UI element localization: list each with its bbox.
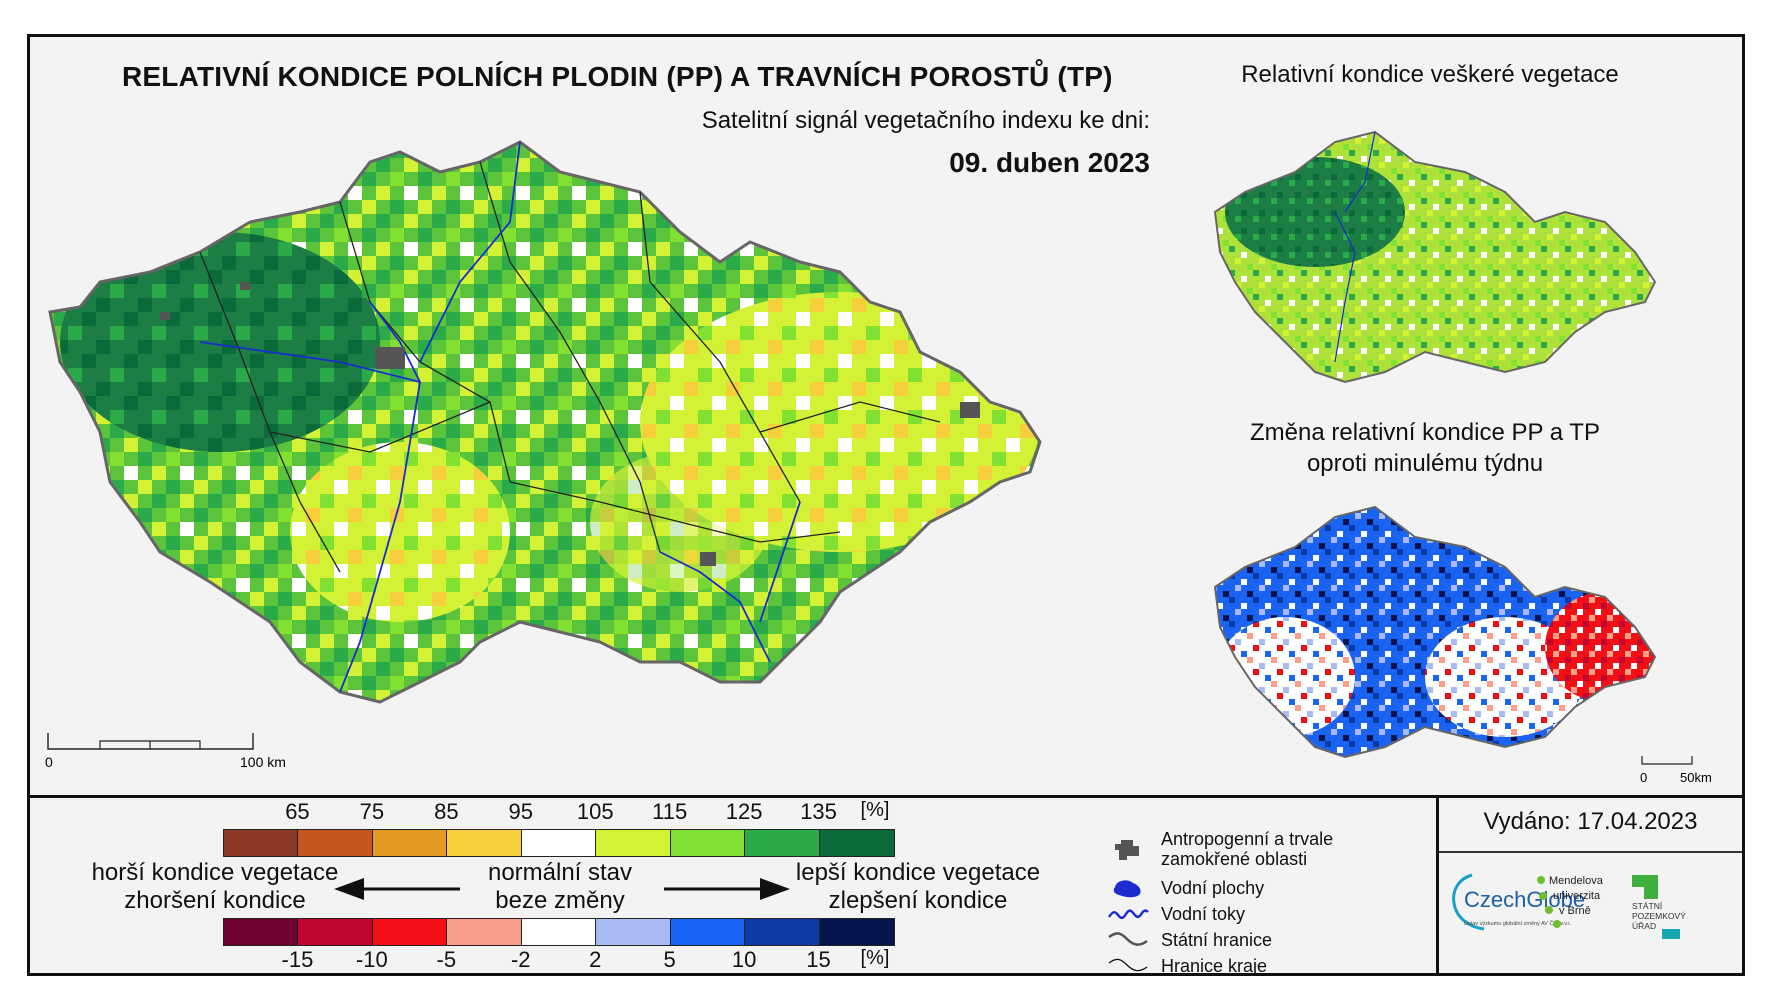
- condition-tick-label: 65: [285, 799, 310, 824]
- condition-tick-label: 105: [576, 799, 614, 824]
- main-scale-end: 100 km: [240, 754, 286, 770]
- change-color-cell: [745, 919, 820, 945]
- change-tick-label: -5: [436, 947, 457, 972]
- condition-tick-label: 135: [800, 799, 837, 824]
- issued-date: Vydáno: 17.04.2023: [1483, 808, 1698, 835]
- spu-line1: STÁTNÍ: [1632, 901, 1663, 911]
- arrow-right-icon: [664, 878, 790, 900]
- condition-color-cell: [819, 830, 894, 856]
- change-color-cell: [447, 919, 522, 945]
- condition-color-cell: [596, 830, 671, 856]
- condition-color-cell: [670, 830, 746, 856]
- legend-divider: [30, 795, 1742, 798]
- region-border-icon: [1108, 958, 1148, 972]
- watercourse-icon: [1108, 909, 1149, 920]
- condition-color-cell: [521, 830, 597, 856]
- mendel-line2: univerzita: [1553, 890, 1601, 902]
- condition-unit-label: [%]: [860, 799, 890, 821]
- legend-text-water-body: Vodní plochy: [1161, 878, 1265, 898]
- main-title: RELATIVNÍ KONDICE POLNÍCH PLODIN (PP) A …: [122, 61, 1113, 92]
- all-vegetation-map: [1213, 130, 1657, 384]
- legend-item-water-body: Vodní plochy: [1107, 875, 1264, 901]
- change-color-ramp: [223, 918, 895, 946]
- spu-logo: STÁTNÍ POZEMKOVÝ ÚŘAD: [1632, 875, 1686, 939]
- change-color-cell: [596, 919, 671, 945]
- change-map-title-line1: Změna relativní kondice PP a TP: [1250, 419, 1600, 446]
- water-body-icon: [1113, 880, 1141, 898]
- condition-color-cell: [224, 830, 299, 856]
- change-tick-label: -2: [510, 947, 531, 972]
- main-condition-map: [48, 140, 1042, 704]
- change-unit-label: [%]: [860, 947, 890, 969]
- vegetation-map-title: Relativní kondice veškeré vegetace: [1241, 61, 1619, 88]
- legend-item-state-border: Státní hranice: [1107, 927, 1272, 953]
- legend-item-region-border: Hranice kraje: [1107, 953, 1267, 979]
- spu-line3: ÚŘAD: [1632, 921, 1656, 931]
- mendel-line1: Mendelova: [1549, 875, 1604, 887]
- condition-tick-label: 95: [508, 799, 534, 824]
- subtitle: Satelitní signál vegetačního indexu ke d…: [701, 107, 1150, 134]
- better-line1: lepší kondice vegetace: [795, 859, 1041, 886]
- legend-text-state-border: Státní hranice: [1161, 930, 1273, 950]
- worse-line1: horší kondice vegetace: [91, 859, 339, 886]
- arrow-left-icon: [334, 878, 460, 900]
- change-tick-label: 10: [731, 947, 757, 972]
- change-color-cell: [819, 919, 894, 945]
- legend-item-watercourse: Vodní toky: [1107, 901, 1245, 927]
- anthropogenic-area-icon: [1115, 840, 1139, 860]
- worse-label: horší kondice vegetace zhoršení kondice: [55, 859, 375, 915]
- figure-frame: RELATIVNÍ KONDICE POLNÍCH PLODIN (PP) A …: [27, 34, 1745, 976]
- small-scale-zero: 0: [1640, 770, 1647, 785]
- condition-tick-label: 85: [434, 799, 459, 824]
- legend-text-anthropogenic: Antropogenní a trvale zamokřené oblasti: [1161, 829, 1334, 869]
- normal-label: normální stav beze změny: [460, 859, 660, 915]
- change-color-cell: [372, 919, 448, 945]
- date-label: 09. duben 2023: [949, 147, 1150, 178]
- state-border-icon: [1108, 932, 1148, 946]
- czechglobe-logo: CzechGlobe Ústav výzkumu globální změny …: [1452, 873, 1585, 931]
- change-color-cell: [670, 919, 746, 945]
- spu-line2: POZEMKOVÝ: [1632, 911, 1686, 921]
- change-tick-label: 15: [806, 947, 831, 972]
- change-map-title: Změna relativní kondice PP a TP oproti m…: [1190, 417, 1660, 479]
- state-border: [48, 140, 1042, 704]
- change-tick-label: 5: [663, 947, 676, 972]
- change-tick-label: 2: [589, 947, 602, 972]
- czechglobe-subtitle: Ústav výzkumu globální změny AV ČR, v.v.…: [1464, 920, 1571, 927]
- worse-line2: zhoršení kondice: [124, 887, 306, 914]
- main-scale-bar: 0 100 km: [45, 733, 286, 770]
- condition-color-ramp: [223, 829, 895, 857]
- issued-divider-h: [1439, 851, 1742, 853]
- condition-tick-label: 125: [725, 799, 763, 824]
- issued-divider: [1436, 795, 1439, 973]
- small-scale-bar: 0 50km: [1640, 756, 1712, 785]
- change-color-cell: [224, 919, 299, 945]
- condition-color-cell: [372, 830, 448, 856]
- change-tick-label: -15: [281, 947, 314, 972]
- condition-tick-label: 75: [359, 799, 385, 824]
- mendel-university-logo: Mendelova univerzita v Brně: [1537, 875, 1604, 928]
- czechglobe-name: CzechGlobe: [1464, 887, 1585, 912]
- legend-text-watercourse: Vodní toky: [1161, 904, 1246, 924]
- mendel-line3: v Brně: [1559, 905, 1591, 917]
- legend-text-region-border: Hranice kraje: [1161, 956, 1268, 976]
- legend-item-anthropogenic: Antropogenní a trvale zamokřené oblasti: [1107, 828, 1361, 870]
- change-color-cell: [298, 919, 373, 945]
- change-color-cell: [521, 919, 597, 945]
- change-map: [1213, 505, 1657, 759]
- main-scale-zero: 0: [45, 754, 53, 770]
- better-line2: zlepšení kondice: [828, 887, 1008, 914]
- change-tick-label: -10: [355, 947, 388, 972]
- condition-tick-label: 115: [652, 799, 688, 824]
- better-label: lepší kondice vegetace zlepšení kondice: [768, 859, 1068, 915]
- small-scale-end: 50km: [1680, 770, 1712, 785]
- condition-color-cell: [298, 830, 373, 856]
- normal-line2: beze změny: [495, 887, 625, 914]
- change-map-title-line2: oproti minulému týdnu: [1306, 450, 1544, 477]
- condition-color-cell: [745, 830, 820, 856]
- normal-line1: normální stav: [487, 859, 633, 886]
- condition-color-cell: [447, 830, 522, 856]
